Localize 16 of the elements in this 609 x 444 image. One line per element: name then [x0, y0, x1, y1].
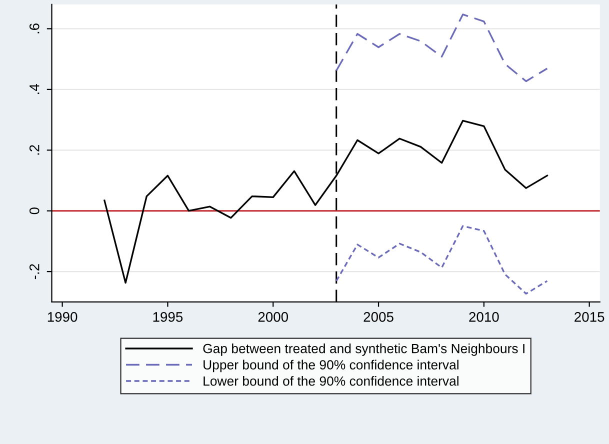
x-tick-label: 2000	[258, 312, 288, 322]
legend-label: Lower bound of the 90% confidence interval	[204, 376, 458, 386]
line-series	[336, 225, 548, 295]
legend-label: Upper bound of the 90% confidence interval	[204, 360, 458, 372]
y-tick-label: -.2	[29, 264, 40, 280]
x-tick-label: 2010	[469, 312, 499, 322]
y-tick-label: .2	[29, 145, 40, 155]
y-tick-label: 0	[29, 208, 40, 214]
x-tick-label: 1995	[153, 312, 183, 322]
x-tick-label: 1990	[48, 312, 78, 322]
legend-label: Gap between treated and synthetic Bam's Neighbours I	[203, 344, 524, 356]
x-tick-label: 2005	[364, 312, 394, 322]
y-tick-label: .6	[29, 24, 40, 34]
y-tick-label: .4	[30, 84, 40, 94]
x-tick-label: 2015	[574, 312, 604, 322]
line-series	[336, 14, 548, 82]
